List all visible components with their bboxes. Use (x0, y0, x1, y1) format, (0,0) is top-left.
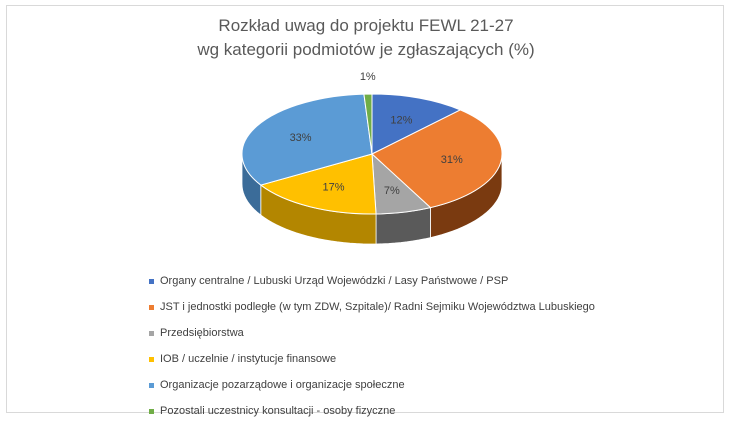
legend-swatch (149, 278, 154, 284)
pie-label-0: 12% (390, 114, 412, 126)
pie-chart: 12% 31% 7% 17% 33% 1% (241, 71, 503, 245)
pie-label-1: 31% (441, 154, 463, 166)
legend-swatch (149, 356, 154, 362)
pie-label-2: 7% (384, 185, 400, 197)
legend-label: JST i jednostki podległe (w tym ZDW, Szp… (160, 301, 595, 313)
chart-title-line-2: wg kategorii podmiotów je zgłaszających … (197, 40, 535, 59)
legend-item-organy-centralne: Organy centralne / Lubuski Urząd Wojewód… (149, 268, 709, 294)
legend-item-pozostali: Pozostali uczestnicy konsultacji - osoby… (149, 398, 709, 424)
pie-slice-4 (241, 93, 373, 186)
chart-area: Rozkład uwag do projektu FEWL 21-27 wg k… (6, 5, 725, 417)
pie-label-4: 33% (290, 132, 312, 144)
legend-item-iob: IOB / uczelnie / instytucje finansowe (149, 346, 709, 372)
legend-item-przedsiebiorstwa: Przedsiębiorstwa (149, 320, 709, 346)
legend-swatch (149, 330, 154, 336)
chart-title: Rozkład uwag do projektu FEWL 21-27 wg k… (7, 14, 725, 62)
legend-label: Przedsiębiorstwa (160, 327, 244, 339)
legend-label: Organy centralne / Lubuski Urząd Wojewód… (160, 275, 509, 287)
pie-slice-3 (259, 153, 377, 215)
legend-label: IOB / uczelnie / instytucje finansowe (160, 353, 337, 365)
legend-swatch (149, 304, 154, 310)
pie-label-5: 1% (360, 71, 376, 83)
chart-title-line-1: Rozkład uwag do projektu FEWL 21-27 (218, 16, 514, 35)
legend-swatch (149, 382, 154, 388)
legend-swatch (149, 408, 154, 414)
legend-label: Organizacje pozarządowe i organizacje sp… (160, 379, 405, 391)
legend: Organy centralne / Lubuski Urząd Wojewód… (149, 268, 709, 424)
pie-slice-5 (363, 93, 373, 155)
legend-item-jst: JST i jednostki podległe (w tym ZDW, Szp… (149, 294, 709, 320)
legend-item-organizacje-pozarzadowe: Organizacje pozarządowe i organizacje sp… (149, 372, 709, 398)
pie-label-3: 17% (323, 182, 345, 194)
legend-label: Pozostali uczestnicy konsultacji - osoby… (160, 405, 396, 417)
pie-slice-0 (371, 93, 462, 155)
